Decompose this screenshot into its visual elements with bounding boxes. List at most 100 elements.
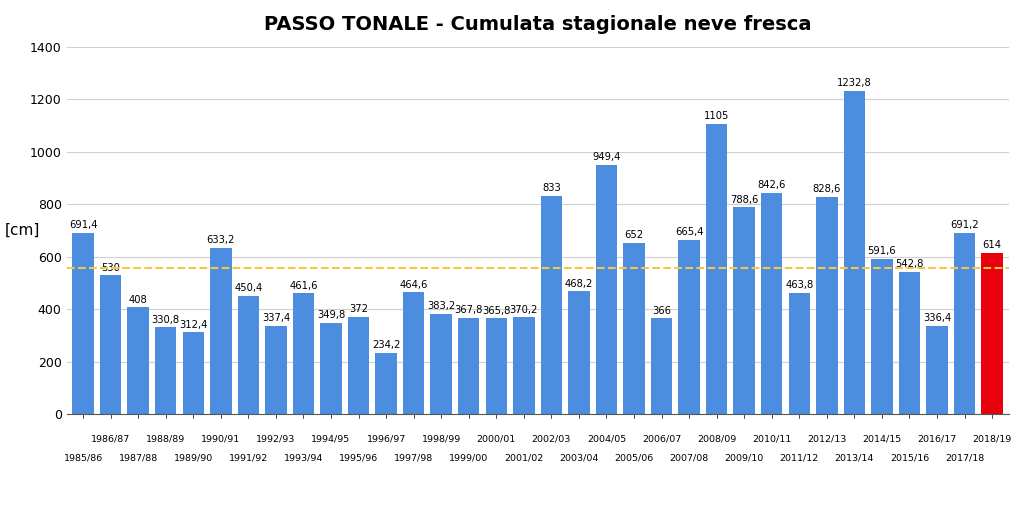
Text: 828,6: 828,6	[813, 184, 841, 194]
Text: 949,4: 949,4	[592, 152, 621, 162]
Bar	[568, 292, 590, 414]
Text: 530: 530	[101, 263, 120, 272]
Text: 1990/91: 1990/91	[201, 435, 241, 443]
Text: 691,2: 691,2	[950, 220, 979, 230]
Bar	[541, 196, 562, 414]
Text: 1995/96: 1995/96	[339, 453, 378, 462]
Text: 349,8: 349,8	[316, 310, 345, 320]
Text: 842,6: 842,6	[758, 180, 786, 191]
Bar	[788, 293, 810, 414]
Bar	[596, 165, 617, 414]
Text: 2016/17: 2016/17	[918, 435, 956, 443]
Text: 1988/89: 1988/89	[146, 435, 185, 443]
Title: PASSO TONALE - Cumulata stagionale neve fresca: PASSO TONALE - Cumulata stagionale neve …	[264, 15, 811, 34]
Text: 833: 833	[542, 183, 561, 193]
Text: 665,4: 665,4	[675, 227, 703, 237]
Bar	[293, 293, 314, 414]
Bar	[348, 316, 370, 414]
Text: 2003/04: 2003/04	[559, 453, 599, 462]
Bar	[953, 233, 975, 414]
Bar	[761, 193, 782, 414]
Bar	[210, 248, 231, 414]
Bar	[733, 207, 755, 414]
Text: 2012/13: 2012/13	[807, 435, 847, 443]
Bar	[624, 243, 645, 414]
Text: 461,6: 461,6	[289, 281, 317, 291]
Text: 2010/11: 2010/11	[752, 435, 792, 443]
Bar	[155, 327, 176, 414]
Text: 366: 366	[652, 306, 671, 315]
Text: 367,8: 367,8	[455, 305, 483, 315]
Text: 542,8: 542,8	[895, 259, 924, 269]
Bar	[513, 317, 535, 414]
Text: 2017/18: 2017/18	[945, 453, 984, 462]
Text: 1996/97: 1996/97	[367, 435, 406, 443]
Bar	[651, 318, 673, 414]
Text: 1992/93: 1992/93	[256, 435, 296, 443]
Y-axis label: [cm]: [cm]	[5, 223, 41, 238]
Bar	[238, 296, 259, 414]
Text: 383,2: 383,2	[427, 301, 456, 311]
Bar	[981, 253, 1002, 414]
Text: 652: 652	[625, 231, 643, 240]
Bar	[927, 326, 948, 414]
Text: 408: 408	[129, 295, 147, 305]
Text: 2000/01: 2000/01	[476, 435, 516, 443]
Text: 330,8: 330,8	[152, 315, 180, 325]
Text: 614: 614	[983, 240, 1001, 251]
Bar	[100, 275, 122, 414]
Bar	[265, 326, 287, 414]
Text: 468,2: 468,2	[564, 279, 593, 289]
Bar	[844, 91, 865, 414]
Text: 365,8: 365,8	[482, 306, 511, 315]
Bar	[73, 233, 94, 414]
Text: 1987/88: 1987/88	[119, 453, 158, 462]
Text: 312,4: 312,4	[179, 320, 208, 329]
Bar	[430, 314, 452, 414]
Text: 2002/03: 2002/03	[531, 435, 571, 443]
Bar	[182, 333, 204, 414]
Text: 337,4: 337,4	[262, 313, 290, 323]
Text: 2013/14: 2013/14	[835, 453, 874, 462]
Text: 2009/10: 2009/10	[725, 453, 764, 462]
Text: 450,4: 450,4	[234, 283, 262, 294]
Bar	[706, 124, 727, 414]
Bar	[485, 318, 507, 414]
Text: 336,4: 336,4	[923, 313, 951, 323]
Text: 1985/86: 1985/86	[63, 453, 102, 462]
Text: 633,2: 633,2	[207, 236, 234, 246]
Text: 234,2: 234,2	[372, 340, 400, 350]
Text: 2005/06: 2005/06	[614, 453, 653, 462]
Text: 2001/02: 2001/02	[504, 453, 544, 462]
Text: 1105: 1105	[703, 111, 729, 122]
Text: 1989/90: 1989/90	[174, 453, 213, 462]
Bar	[458, 318, 479, 414]
Text: 1991/92: 1991/92	[228, 453, 268, 462]
Text: 2018/19: 2018/19	[973, 435, 1012, 443]
Text: 2007/08: 2007/08	[670, 453, 709, 462]
Text: 1994/95: 1994/95	[311, 435, 350, 443]
Text: 2015/16: 2015/16	[890, 453, 929, 462]
Text: 1997/98: 1997/98	[394, 453, 433, 462]
Text: 2011/12: 2011/12	[779, 453, 819, 462]
Text: 788,6: 788,6	[730, 195, 759, 205]
Text: 1993/94: 1993/94	[284, 453, 324, 462]
Text: 2014/15: 2014/15	[862, 435, 901, 443]
Bar	[376, 353, 397, 414]
Text: 370,2: 370,2	[510, 305, 538, 314]
Text: 463,8: 463,8	[785, 280, 813, 290]
Bar	[402, 292, 424, 414]
Text: 464,6: 464,6	[399, 280, 428, 290]
Text: 2004/05: 2004/05	[587, 435, 626, 443]
Text: 1986/87: 1986/87	[91, 435, 130, 443]
Text: 2006/07: 2006/07	[642, 435, 681, 443]
Text: 372: 372	[349, 304, 368, 314]
Bar	[321, 323, 342, 414]
Text: 691,4: 691,4	[69, 220, 97, 230]
Bar	[899, 272, 921, 414]
Text: 591,6: 591,6	[867, 247, 896, 256]
Bar	[871, 259, 893, 414]
Bar	[816, 197, 838, 414]
Bar	[678, 240, 699, 414]
Bar	[127, 307, 148, 414]
